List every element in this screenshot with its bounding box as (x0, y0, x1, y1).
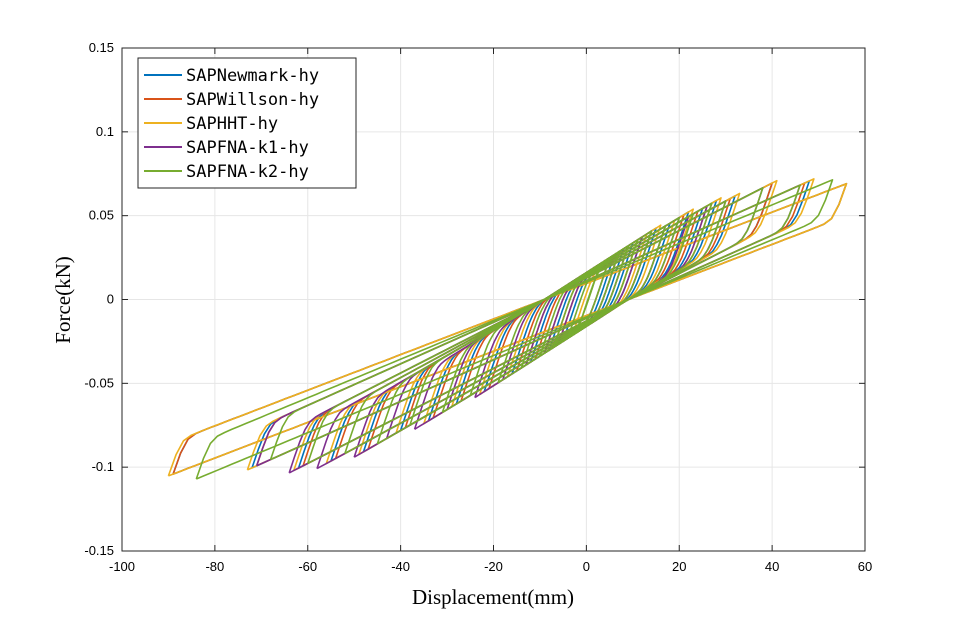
x-tick-label: -60 (298, 559, 317, 574)
x-tick-label: -20 (484, 559, 503, 574)
x-tick-label: -40 (391, 559, 410, 574)
x-tick-label: -80 (205, 559, 224, 574)
x-tick-label: 60 (858, 559, 872, 574)
legend-entry: SAPWillson-hy (186, 90, 319, 110)
legend-entry: SAPHHT-hy (186, 114, 278, 134)
y-tick-label: -0.15 (84, 543, 114, 558)
series-line (307, 187, 764, 465)
series-line (167, 182, 848, 477)
y-axis-label: Force(kN) (51, 256, 75, 343)
x-axis-ticks: -100 -80 -60 -40 -20 0 20 40 60 (109, 48, 872, 574)
y-axis-ticks: -0.15 -0.1 -0.05 0 0.05 0.1 0.15 (84, 40, 865, 558)
y-tick-label: 0.1 (96, 124, 114, 139)
x-tick-label: -100 (109, 559, 135, 574)
x-tick-label: 20 (672, 559, 686, 574)
series-line (344, 200, 727, 455)
y-tick-label: 0.15 (89, 40, 114, 55)
series-line (409, 213, 694, 426)
series-line (576, 263, 602, 333)
y-tick-label: 0.05 (89, 208, 114, 223)
series-SAPFNA-k2-hy (195, 179, 834, 480)
x-tick-label: 0 (583, 559, 590, 574)
y-tick-label: -0.1 (92, 459, 114, 474)
legend-entry: SAPNewmark-hy (186, 66, 319, 86)
series-layer (167, 178, 848, 480)
legend: SAPNewmark-hy SAPWillson-hy SAPHHT-hy SAPFN… (137, 57, 357, 189)
legend-entry: SAPFNA-k1-hy (186, 138, 309, 158)
series-line (567, 257, 611, 339)
x-axis-label: Displacement(mm) (412, 585, 574, 609)
y-tick-label: 0 (107, 292, 114, 307)
series-line (269, 184, 801, 461)
legend-entry: SAPFNA-k2-hy (186, 162, 309, 182)
series-line (195, 179, 834, 480)
x-tick-label: 40 (765, 559, 779, 574)
y-tick-label: -0.05 (84, 375, 114, 390)
